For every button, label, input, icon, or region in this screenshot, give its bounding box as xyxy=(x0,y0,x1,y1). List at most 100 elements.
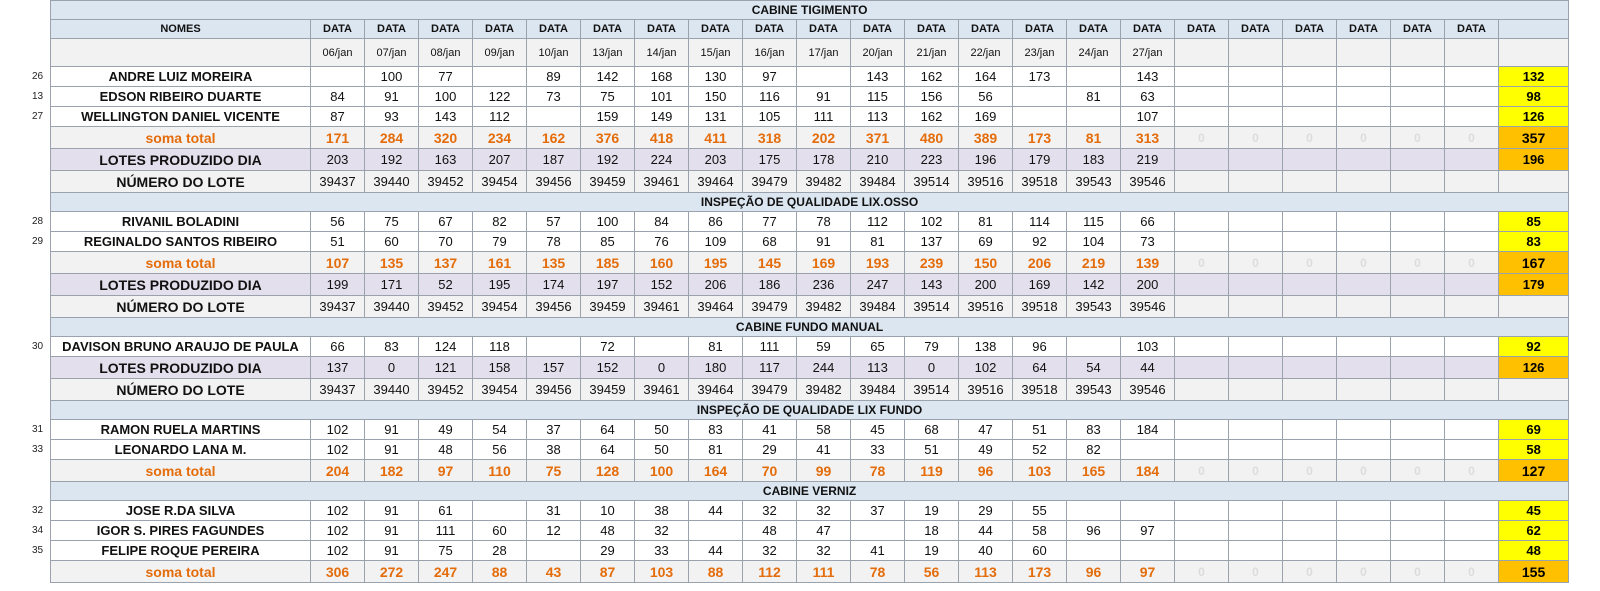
value-cell[interactable] xyxy=(1444,66,1499,87)
value-cell[interactable]: 223 xyxy=(904,148,959,171)
value-cell[interactable] xyxy=(1336,273,1391,296)
value-cell[interactable]: 91 xyxy=(364,439,419,460)
value-cell[interactable] xyxy=(1390,520,1445,541)
value-cell[interactable]: 82 xyxy=(1066,439,1121,460)
value-cell[interactable] xyxy=(1282,66,1337,87)
value-cell[interactable]: 0 xyxy=(1336,459,1391,482)
total-cell[interactable]: 155 xyxy=(1497,560,1570,583)
value-cell[interactable] xyxy=(1228,106,1283,127)
value-cell[interactable]: 150 xyxy=(688,86,743,107)
value-cell[interactable]: 102 xyxy=(904,211,959,232)
value-cell[interactable]: 39482 xyxy=(796,378,851,401)
value-cell[interactable]: 0 xyxy=(1336,126,1391,149)
value-cell[interactable]: 51 xyxy=(310,231,365,252)
value-cell[interactable]: 39543 xyxy=(1066,170,1121,193)
total-cell[interactable]: 85 xyxy=(1497,211,1570,232)
value-cell[interactable]: 118 xyxy=(472,336,527,357)
value-cell[interactable] xyxy=(1336,231,1391,252)
value-cell[interactable]: 43 xyxy=(526,560,581,583)
value-cell[interactable]: 318 xyxy=(742,126,797,149)
value-cell[interactable]: 91 xyxy=(364,540,419,561)
value-cell[interactable]: 113 xyxy=(850,106,905,127)
value-cell[interactable]: 32 xyxy=(796,500,851,521)
value-cell[interactable] xyxy=(1228,540,1283,561)
value-cell[interactable]: 161 xyxy=(472,251,527,274)
value-cell[interactable] xyxy=(1336,66,1391,87)
value-cell[interactable]: 56 xyxy=(310,211,365,232)
value-cell[interactable]: 115 xyxy=(850,86,905,107)
value-cell[interactable] xyxy=(1282,211,1337,232)
value-cell[interactable]: 39516 xyxy=(958,170,1013,193)
value-cell[interactable]: 31 xyxy=(526,500,581,521)
value-cell[interactable]: 75 xyxy=(418,540,473,561)
value-cell[interactable]: 0 xyxy=(1390,560,1445,583)
value-cell[interactable]: 45 xyxy=(850,419,905,440)
value-cell[interactable]: 41 xyxy=(850,540,905,561)
value-cell[interactable] xyxy=(1444,86,1499,107)
value-cell[interactable]: 102 xyxy=(310,540,365,561)
value-cell[interactable]: 73 xyxy=(1120,231,1175,252)
value-cell[interactable]: 104 xyxy=(1066,231,1121,252)
value-cell[interactable]: 142 xyxy=(580,66,635,87)
value-cell[interactable]: 114 xyxy=(1012,211,1067,232)
date-cell[interactable]: 08/jan xyxy=(418,38,473,67)
value-cell[interactable]: 39437 xyxy=(310,170,365,193)
value-cell[interactable]: 203 xyxy=(688,148,743,171)
value-cell[interactable]: 44 xyxy=(688,500,743,521)
value-cell[interactable] xyxy=(526,540,581,561)
value-cell[interactable]: 115 xyxy=(1066,211,1121,232)
value-cell[interactable]: 130 xyxy=(688,66,743,87)
value-cell[interactable] xyxy=(1174,273,1229,296)
value-cell[interactable]: 66 xyxy=(310,336,365,357)
value-cell[interactable]: 158 xyxy=(472,356,527,379)
value-cell[interactable]: 39437 xyxy=(310,378,365,401)
value-cell[interactable]: 39514 xyxy=(904,378,959,401)
value-cell[interactable]: 48 xyxy=(742,520,797,541)
value-cell[interactable]: 272 xyxy=(364,560,419,583)
data-header[interactable]: DATA xyxy=(742,19,797,39)
value-cell[interactable]: 111 xyxy=(796,560,851,583)
value-cell[interactable] xyxy=(634,336,689,357)
value-cell[interactable]: 37 xyxy=(526,419,581,440)
date-cell[interactable]: 10/jan xyxy=(526,38,581,67)
value-cell[interactable] xyxy=(1336,336,1391,357)
value-cell[interactable]: 0 xyxy=(1444,126,1499,149)
total-cell[interactable]: 126 xyxy=(1497,106,1570,127)
data-header[interactable]: DATA xyxy=(472,19,527,39)
value-cell[interactable]: 202 xyxy=(796,126,851,149)
value-cell[interactable]: 173 xyxy=(1012,560,1067,583)
section-title[interactable]: INSPEÇÃO DE QUALIDADE LIX FUNDO xyxy=(49,400,1570,420)
value-cell[interactable]: 112 xyxy=(472,106,527,127)
value-cell[interactable]: 376 xyxy=(580,126,635,149)
value-cell[interactable]: 75 xyxy=(364,211,419,232)
value-cell[interactable]: 39459 xyxy=(580,170,635,193)
value-cell[interactable]: 0 xyxy=(1390,126,1445,149)
value-cell[interactable]: 77 xyxy=(742,211,797,232)
value-cell[interactable]: 39484 xyxy=(850,295,905,318)
value-cell[interactable] xyxy=(1228,211,1283,232)
row-name[interactable]: EDSON RIBEIRO DUARTE xyxy=(50,86,311,107)
value-cell[interactable]: 39440 xyxy=(364,295,419,318)
value-cell[interactable]: 0 xyxy=(364,356,419,379)
value-cell[interactable]: 88 xyxy=(472,560,527,583)
value-cell[interactable]: 66 xyxy=(1120,211,1175,232)
value-cell[interactable]: 48 xyxy=(418,439,473,460)
value-cell[interactable]: 39456 xyxy=(526,170,581,193)
data-header[interactable]: DATA xyxy=(1282,19,1337,39)
value-cell[interactable] xyxy=(1390,211,1445,232)
value-cell[interactable]: 86 xyxy=(688,211,743,232)
value-cell[interactable]: 19 xyxy=(904,540,959,561)
value-cell[interactable]: 165 xyxy=(1066,459,1121,482)
value-cell[interactable]: 0 xyxy=(1174,560,1229,583)
value-cell[interactable] xyxy=(1174,520,1229,541)
total-cell[interactable]: 69 xyxy=(1497,419,1570,440)
value-cell[interactable]: 70 xyxy=(418,231,473,252)
value-cell[interactable] xyxy=(1444,106,1499,127)
value-cell[interactable]: 418 xyxy=(634,126,689,149)
value-cell[interactable]: 91 xyxy=(364,419,419,440)
value-cell[interactable]: 39518 xyxy=(1012,378,1067,401)
value-cell[interactable] xyxy=(1390,273,1445,296)
data-header[interactable]: DATA xyxy=(904,19,959,39)
value-cell[interactable]: 180 xyxy=(688,356,743,379)
value-cell[interactable]: 63 xyxy=(1120,86,1175,107)
